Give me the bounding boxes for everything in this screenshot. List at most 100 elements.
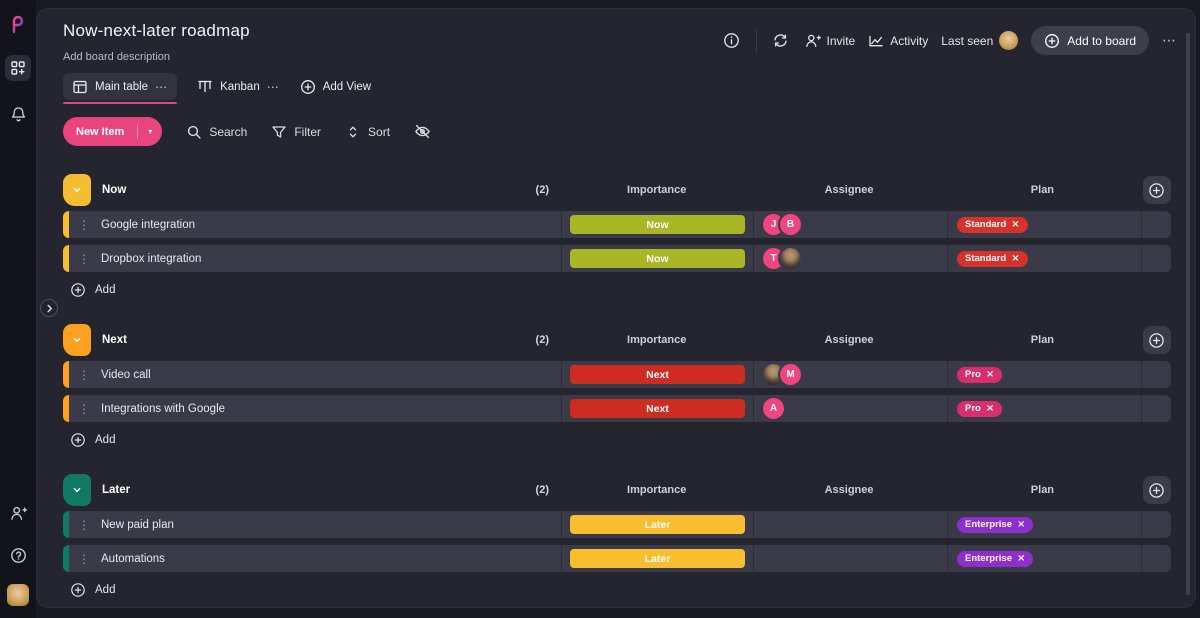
sort-button[interactable]: Sort (345, 124, 390, 140)
plan-remove-icon[interactable]: × (1017, 518, 1026, 530)
column-header[interactable]: Importance (627, 334, 687, 346)
plan-remove-icon[interactable]: × (1011, 252, 1020, 264)
boards-apps-button[interactable] (5, 55, 31, 81)
item-name-cell[interactable]: ⋮ Automations (69, 545, 561, 572)
add-item-button[interactable]: Add (70, 432, 1171, 448)
add-column-button[interactable] (1142, 176, 1171, 204)
importance-cell[interactable]: Now (561, 211, 753, 238)
importance-badge[interactable]: Now (570, 215, 745, 234)
plan-remove-icon[interactable]: × (985, 402, 995, 414)
column-header[interactable]: Plan (1030, 334, 1055, 346)
tab-main-table-menu[interactable]: ⋯ (155, 79, 169, 94)
plan-remove-icon[interactable]: × (985, 368, 995, 380)
add-to-board-button[interactable]: Add to board (1031, 26, 1149, 55)
plan-cell[interactable]: Pro × (947, 361, 1141, 388)
plan-cell[interactable]: Enterprise × (947, 511, 1141, 538)
item-name-cell[interactable]: ⋮ New paid plan (69, 511, 561, 538)
assignee-cell[interactable] (753, 511, 947, 538)
importance-badge[interactable]: Later (570, 515, 745, 534)
search-button[interactable]: Search (186, 124, 247, 140)
plan-cell[interactable]: Standard × (947, 245, 1141, 272)
plan-badge[interactable]: Standard × (957, 250, 1028, 267)
plan-remove-icon[interactable]: × (1017, 552, 1026, 564)
group-collapse-button[interactable] (63, 474, 91, 506)
plan-badge[interactable]: Enterprise × (957, 516, 1034, 533)
board-info-button[interactable] (721, 30, 743, 52)
group-title[interactable]: Later (102, 484, 131, 496)
plan-badge[interactable]: Pro × (957, 366, 1003, 383)
last-seen-avatar[interactable] (999, 31, 1019, 50)
group-title[interactable]: Now (102, 184, 127, 196)
invite-button[interactable]: Invite (805, 33, 855, 49)
importance-cell[interactable]: Later (561, 511, 753, 538)
last-seen[interactable]: Last seen (941, 31, 1019, 50)
importance-badge[interactable]: Next (570, 365, 745, 384)
add-view-button[interactable]: Add View (300, 73, 371, 100)
add-column-button[interactable] (1142, 326, 1171, 354)
sync-button[interactable] (770, 30, 792, 52)
column-header[interactable]: Plan (1030, 184, 1055, 196)
add-item-button[interactable]: Add (70, 282, 1171, 298)
plan-badge[interactable]: Enterprise × (957, 550, 1034, 567)
tab-main-table[interactable]: Main table ⋯ (63, 73, 178, 104)
plan-remove-icon[interactable]: × (1011, 218, 1020, 230)
item-name-cell[interactable]: ⋮ Dropbox integration (69, 245, 561, 272)
column-header[interactable]: Plan (1030, 484, 1055, 496)
new-item-dropdown-caret[interactable]: ▾ (137, 124, 162, 139)
drag-handle-icon[interactable]: ⋮ (78, 251, 90, 266)
hide-columns-button[interactable] (414, 123, 431, 140)
assignee-cell[interactable] (753, 545, 947, 572)
drag-handle-icon[interactable]: ⋮ (78, 367, 90, 382)
importance-cell[interactable]: Now (561, 245, 753, 272)
avatar-initial[interactable]: B (780, 214, 801, 235)
group-collapse-button[interactable] (63, 174, 91, 206)
app-logo-icon[interactable] (8, 15, 28, 35)
item-name-cell[interactable]: ⋮ Integrations with Google (69, 395, 561, 422)
item-name-cell[interactable]: ⋮ Google integration (69, 211, 561, 238)
plan-badge[interactable]: Pro × (957, 400, 1003, 417)
drag-handle-icon[interactable]: ⋮ (78, 217, 90, 232)
column-header[interactable]: Assignee (824, 184, 874, 196)
board-description-placeholder[interactable]: Add board description (63, 51, 171, 63)
column-header[interactable]: Importance (627, 184, 687, 196)
plan-badge[interactable]: Standard × (957, 216, 1028, 233)
assignee-cell[interactable]: A (753, 395, 947, 422)
avatar-initial[interactable]: M (780, 364, 801, 385)
tab-kanban-menu[interactable]: ⋯ (266, 79, 280, 94)
avatar-initial[interactable]: J (763, 214, 784, 235)
assignee-cell[interactable]: M (753, 361, 947, 388)
importance-badge[interactable]: Next (570, 399, 745, 418)
avatar-photo[interactable] (780, 248, 801, 269)
add-item-button[interactable]: Add (70, 582, 1171, 598)
board-menu-button[interactable]: ⋯ (1162, 32, 1177, 49)
invite-members-button[interactable] (5, 500, 31, 526)
drag-handle-icon[interactable]: ⋮ (78, 517, 90, 532)
avatar-initial[interactable]: T (763, 248, 784, 269)
plan-cell[interactable]: Enterprise × (947, 545, 1141, 572)
notifications-button[interactable] (5, 101, 31, 127)
avatar-photo[interactable] (763, 364, 784, 385)
filter-button[interactable]: Filter (271, 124, 321, 140)
column-header[interactable]: Assignee (824, 484, 874, 496)
vertical-scrollbar[interactable] (1186, 33, 1190, 595)
avatar-initial[interactable]: A (763, 398, 784, 419)
item-name-cell[interactable]: ⋮ Video call (69, 361, 561, 388)
activity-button[interactable]: Activity (868, 33, 928, 49)
assignee-cell[interactable]: T (753, 245, 947, 272)
column-header[interactable]: Importance (627, 484, 687, 496)
plan-cell[interactable]: Pro × (947, 395, 1141, 422)
drag-handle-icon[interactable]: ⋮ (78, 551, 90, 566)
user-avatar[interactable] (7, 584, 29, 606)
help-button[interactable] (5, 542, 31, 568)
importance-badge[interactable]: Now (570, 249, 745, 268)
add-column-button[interactable] (1142, 476, 1171, 504)
importance-badge[interactable]: Later (570, 549, 745, 568)
importance-cell[interactable]: Next (561, 395, 753, 422)
drag-handle-icon[interactable]: ⋮ (78, 401, 90, 416)
tab-kanban[interactable]: Kanban ⋯ (197, 73, 280, 100)
column-header[interactable]: Assignee (824, 334, 874, 346)
plan-cell[interactable]: Standard × (947, 211, 1141, 238)
group-title[interactable]: Next (102, 334, 127, 346)
expand-sidebar-button[interactable] (40, 299, 58, 317)
